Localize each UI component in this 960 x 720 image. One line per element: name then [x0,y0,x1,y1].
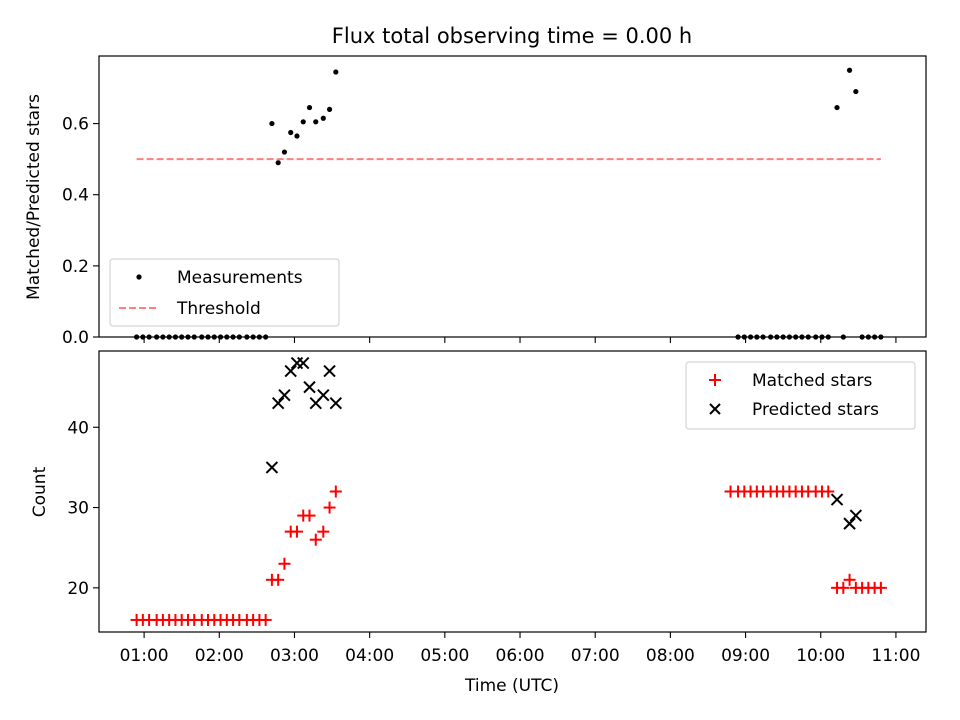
predicted-stars-point [278,388,291,402]
top-y-tick-label: 0.6 [62,115,89,135]
top-y-tick-label: 0.0 [62,328,89,348]
bottom-y-tick-label: 40 [67,418,89,438]
matched-stars-point [317,525,330,538]
legend-predicted-label: Predicted stars [752,400,879,420]
matched-stars-point [323,501,336,514]
matched-stars-point [837,581,850,594]
top-y-tick-label: 0.4 [62,186,89,206]
predicted-stars-point [284,364,297,378]
top-y-ticks: 0.0 0.2 0.4 0.6 [62,115,99,348]
x-tick-label: 08:00 [646,646,695,666]
legend-predicted-marker [709,403,721,415]
predicted-stars-point [329,396,343,410]
x-tick-label: 11:00 [871,646,920,666]
top-y-tick-label: 0.2 [62,257,89,277]
bottom-legend-box [685,361,916,430]
x-tick-label: 06:00 [496,646,545,666]
matched-stars-point [874,581,887,594]
bottom-y-axis-label: Count [30,466,50,517]
measurement-point [275,160,281,166]
matched-stars-point [259,613,272,626]
matched-stars-point [303,509,316,522]
bottom-axes-frame [98,350,927,633]
measurement-point [288,129,294,136]
x-tick-label: 02:00 [195,646,244,666]
measurement-point [294,133,300,139]
measurement-point [846,67,853,73]
matched-stars-point [278,557,291,570]
x-tick-label: 04:00 [345,646,394,666]
predicted-stars-point [303,380,316,394]
predicted-stars-point [265,461,279,474]
x-tick-label: 03:00 [270,646,319,666]
legend-measurements-label: Measurements [177,268,303,288]
legend-threshold-label: Threshold [176,299,261,319]
top-x-ticks [143,337,897,343]
top-chart-title: Flux total observing time = 0.00 h [332,24,692,48]
top-y-axis-label: Matched/Predicted stars [24,94,44,300]
measurement-point [281,149,288,155]
measurement-point [269,120,275,127]
bottom-x-ticks: 01:00 02:00 03:00 04:00 05:00 06:00 07:00 08:00… [120,632,920,666]
x-tick-label: 09:00 [721,646,770,666]
predicted-stars-point [317,388,330,402]
measurement-point [834,104,840,111]
measurement-point [326,106,333,112]
predicted-stars-point [843,517,856,530]
measurement-point [313,119,319,125]
x-tick-label: 10:00 [796,646,845,666]
predicted-stars-point [830,493,844,506]
legend-matched-label: Matched stars [752,371,872,391]
legend-measurements-marker [136,274,142,280]
bottom-x-axis-label: Time (UTC) [464,676,559,696]
legend-matched-marker [709,374,721,386]
measurement-point [300,119,306,125]
bottom-plot-marks [130,356,887,626]
top-legend-box [109,258,340,327]
bottom-y-tick-label: 20 [67,579,89,599]
top-legend: Measurements Threshold [109,258,340,327]
bottom-legend: Matched stars Predicted stars [685,361,916,430]
bottom-y-ticks: 20 30 40 [67,418,99,599]
measurement-point [320,115,326,121]
predicted-stars-point [323,364,336,378]
measurement-point [853,88,859,95]
predicted-stars-point [849,509,863,522]
matched-stars-point [843,573,856,586]
top-panel: Flux total observing time = 0.00 h Match… [24,24,927,348]
top-axes-frame [98,55,927,338]
predicted-stars-point [297,356,310,370]
x-tick-label: 01:00 [120,646,169,666]
matched-stars-point [272,573,285,586]
x-tick-label: 05:00 [420,646,469,666]
measurement-point [306,104,313,111]
bottom-y-tick-label: 30 [67,499,89,519]
matched-stars-point [290,525,303,538]
matched-stars-point [822,485,835,498]
predicted-stars-point [271,396,285,410]
matched-stars-point [309,533,322,546]
matched-stars-point [329,485,342,498]
measurement-point [333,69,339,75]
x-tick-label: 07:00 [571,646,620,666]
